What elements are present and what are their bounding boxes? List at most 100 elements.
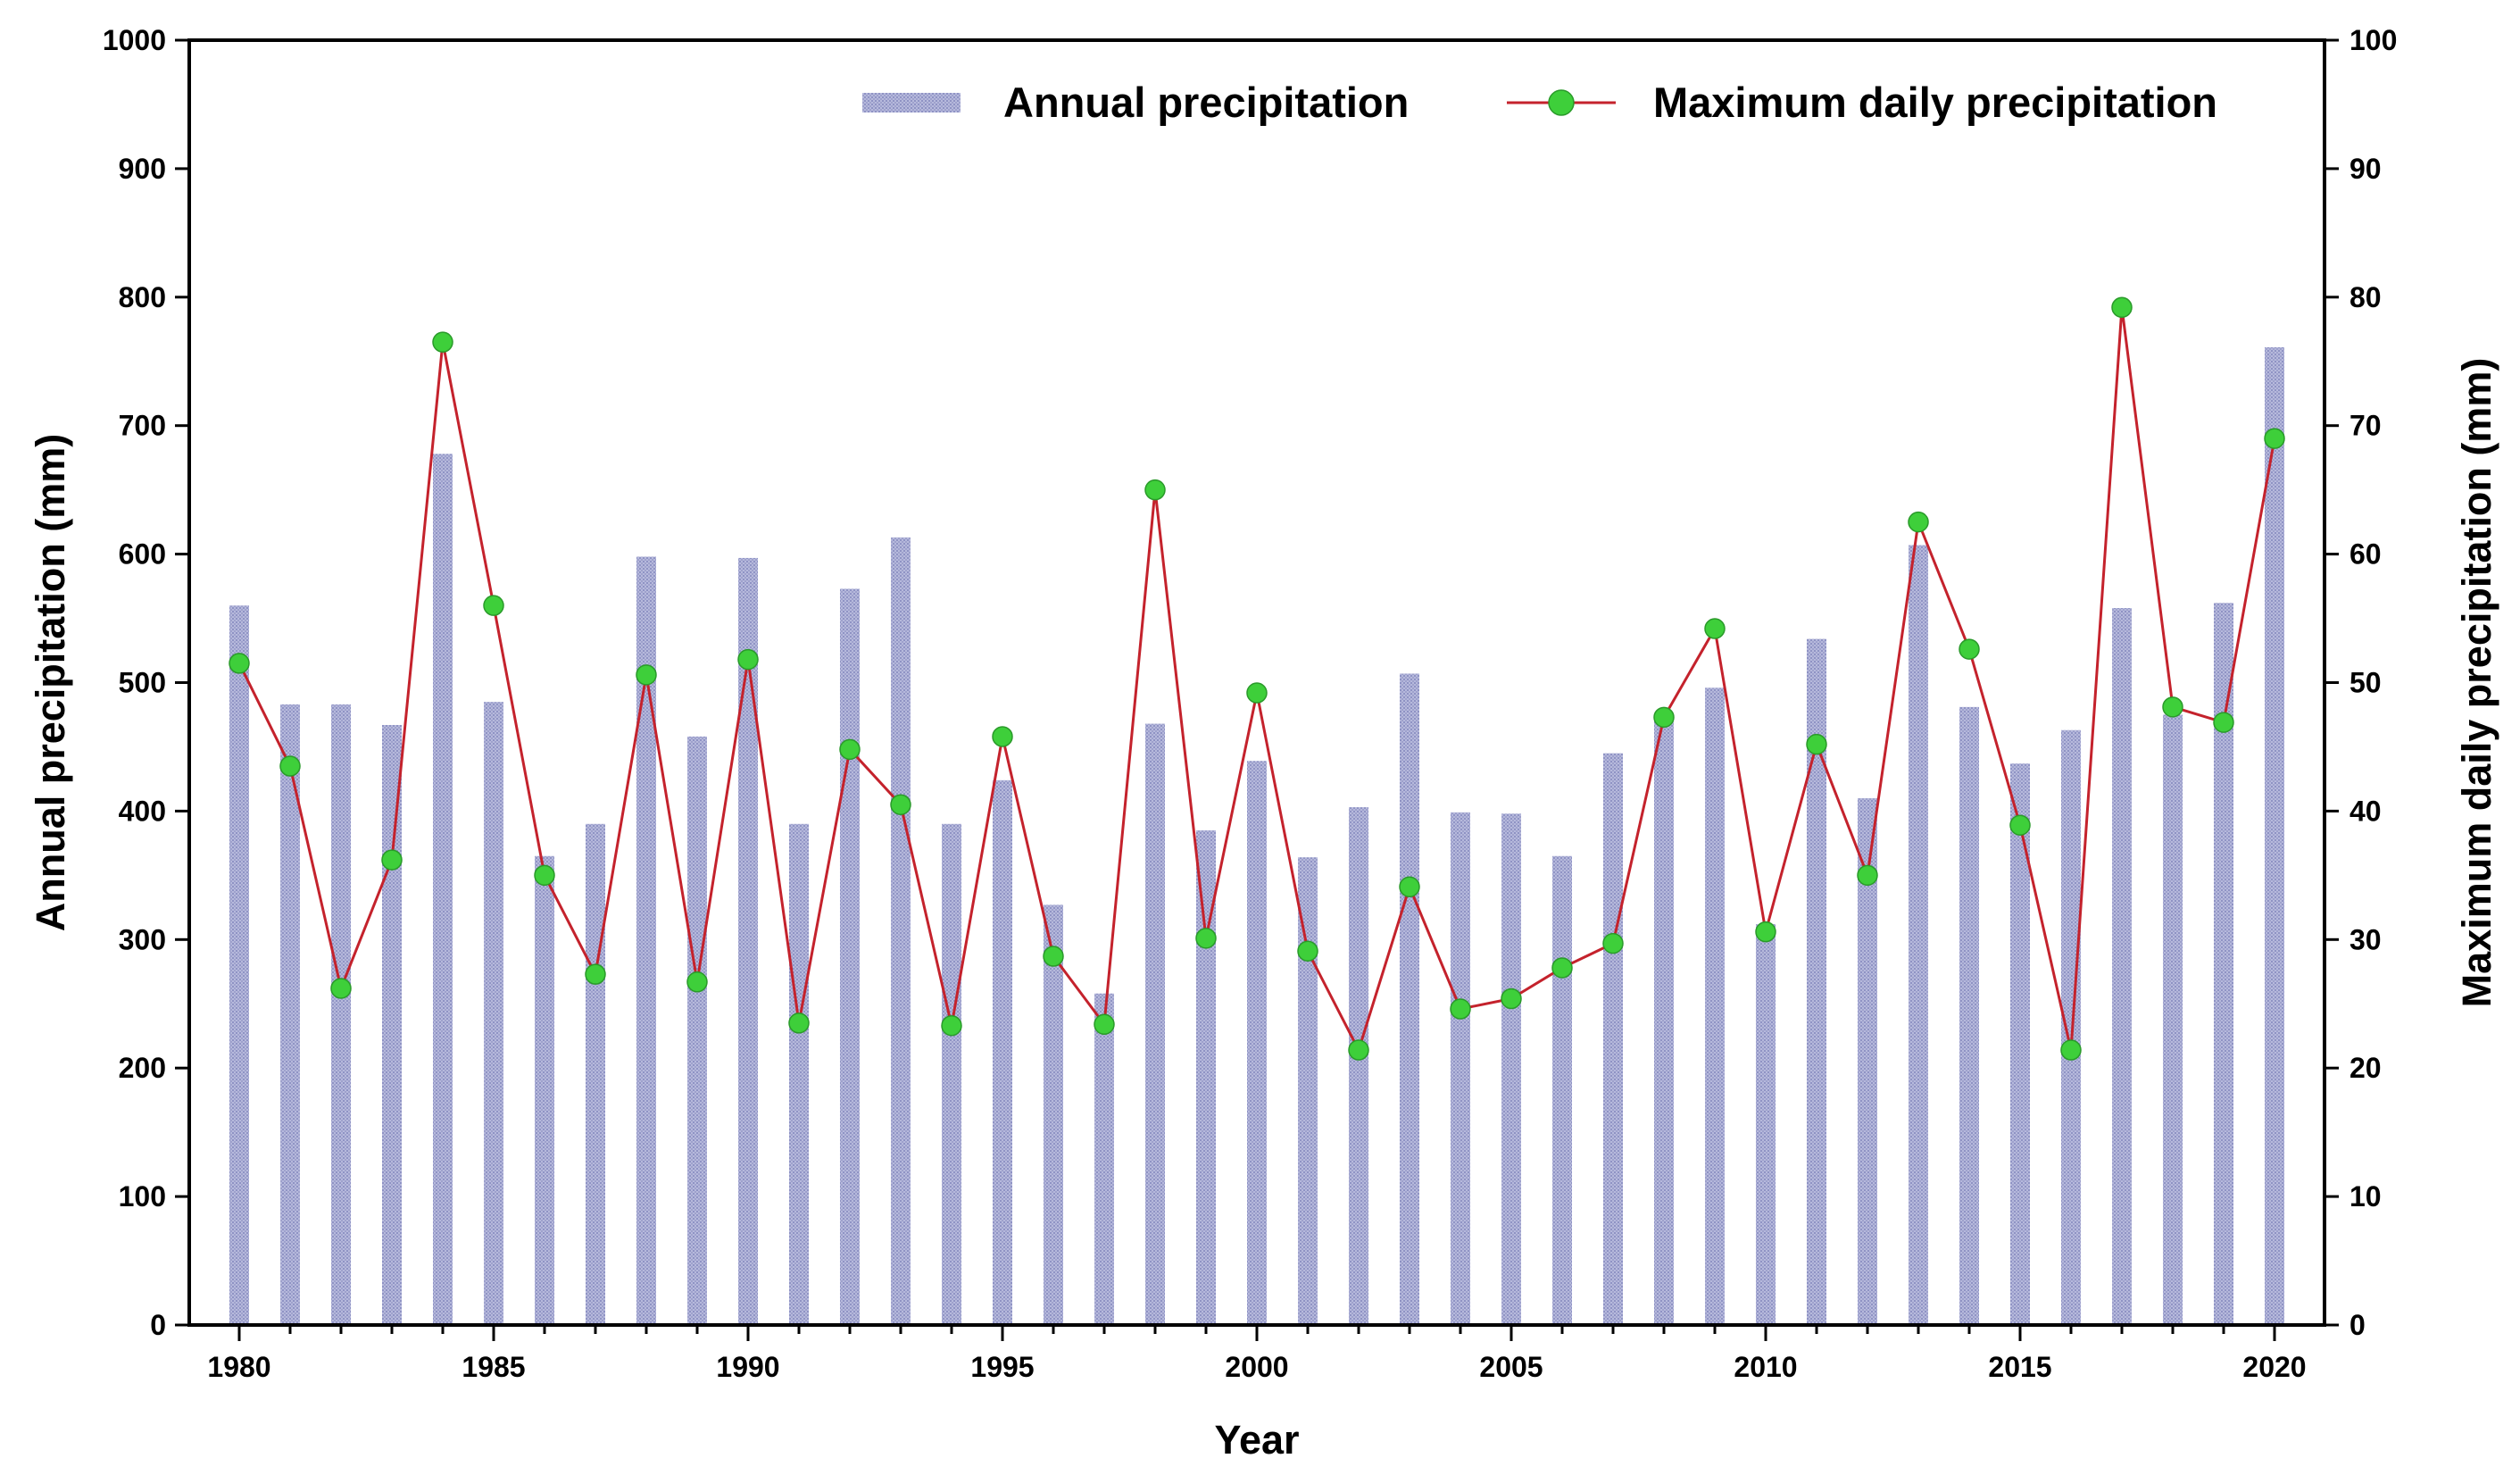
bar-1984 — [433, 454, 453, 1325]
bar-2004 — [1451, 812, 1470, 1325]
bar-1990 — [738, 557, 758, 1325]
point-2012 — [1857, 864, 1878, 887]
point-2003 — [1399, 876, 1420, 898]
point-2019 — [2213, 712, 2234, 733]
point-1998 — [1144, 479, 1166, 501]
bar-2002 — [1349, 807, 1368, 1325]
bar-2015 — [2010, 763, 2030, 1325]
y2-tick-label: 70 — [2350, 410, 2382, 442]
bar-2016 — [2061, 729, 2081, 1325]
point-1980 — [229, 653, 250, 674]
right-y-axis: 0 10 20 30 40 50 60 70 80 90 100 — [2325, 24, 2397, 1341]
point-1987 — [585, 963, 606, 985]
point-2016 — [2060, 1039, 2082, 1061]
bar-2000 — [1247, 761, 1267, 1325]
left-y-axis-title: Annual precipitation (mm) — [28, 434, 73, 932]
bar-2007 — [1603, 753, 1623, 1325]
bar-1993 — [891, 537, 911, 1325]
y2-tick-label: 90 — [2350, 153, 2382, 185]
y-tick-label: 600 — [119, 538, 166, 571]
y-tick-label: 800 — [119, 281, 166, 313]
point-2007 — [1602, 932, 1624, 954]
point-1984 — [432, 331, 453, 353]
bar-2008 — [1654, 721, 1674, 1325]
y-tick-label: 300 — [119, 923, 166, 955]
point-2014 — [1959, 638, 1980, 660]
bar-1987 — [586, 823, 605, 1325]
x-axis: 1980 1985 1990 1995 2000 2005 2010 2015 2020 — [207, 1325, 2307, 1383]
y-tick-label: 400 — [119, 795, 166, 827]
x-tick-label: 1980 — [207, 1351, 270, 1383]
x-tick-label: 2020 — [2242, 1351, 2306, 1383]
point-2011 — [1806, 733, 1827, 755]
point-2010 — [1755, 921, 1776, 943]
bar-1988 — [636, 556, 656, 1325]
point-2002 — [1348, 1039, 1369, 1061]
bar-2017 — [2112, 608, 2132, 1325]
point-1990 — [737, 648, 759, 671]
x-axis-title: Year — [1214, 1417, 1299, 1462]
bar-2020 — [2265, 346, 2284, 1325]
point-2020 — [2264, 428, 2285, 449]
y2-tick-label: 40 — [2350, 795, 2382, 827]
bar-1991 — [789, 823, 809, 1325]
point-1997 — [1094, 1013, 1115, 1036]
point-1991 — [788, 1012, 810, 1034]
y2-tick-label: 80 — [2350, 281, 2382, 313]
point-1985 — [483, 595, 504, 616]
legend: Annual precipitation Maximum daily preci… — [862, 79, 2217, 126]
x-tick-label: 2010 — [1734, 1351, 1797, 1383]
point-2015 — [2009, 814, 2031, 836]
point-1994 — [941, 1014, 962, 1037]
point-1999 — [1195, 928, 1217, 949]
point-2005 — [1501, 988, 1522, 1010]
point-1989 — [686, 971, 708, 993]
bar-2014 — [1959, 706, 1979, 1325]
bar-1999 — [1196, 829, 1216, 1325]
bar-1992 — [840, 588, 860, 1325]
bar-2001 — [1298, 857, 1318, 1325]
point-1986 — [534, 864, 555, 887]
bar-2003 — [1400, 673, 1419, 1325]
legend-label-max-daily-precipitation: Maximum daily precipitation — [1653, 79, 2217, 126]
point-1981 — [279, 755, 301, 777]
point-1988 — [636, 664, 657, 686]
bar-1985 — [484, 702, 503, 1325]
bar-1997 — [1094, 993, 1114, 1325]
bar-2005 — [1501, 813, 1521, 1325]
y2-tick-label: 20 — [2350, 1052, 2382, 1084]
point-2000 — [1246, 682, 1268, 704]
legend-label-annual-precipitation: Annual precipitation — [1003, 79, 1409, 126]
right-y-axis-title: Maximum daily precipitation (mm) — [2454, 358, 2499, 1008]
y-tick-label: 200 — [119, 1052, 166, 1084]
x-tick-label: 1985 — [462, 1351, 525, 1383]
legend-swatch-annual-precipitation — [862, 93, 961, 112]
bar-2012 — [1858, 798, 1877, 1325]
point-1996 — [1043, 946, 1064, 967]
bar-2013 — [1909, 545, 1928, 1325]
point-2009 — [1704, 618, 1726, 639]
y-tick-label: 100 — [119, 1180, 166, 1212]
bar-2009 — [1705, 688, 1725, 1325]
point-1992 — [839, 738, 861, 761]
point-1993 — [890, 794, 911, 815]
point-2004 — [1450, 998, 1471, 1020]
point-2018 — [2162, 696, 2183, 718]
y2-tick-label: 30 — [2350, 923, 2382, 955]
y2-tick-label: 100 — [2350, 24, 2397, 56]
y-tick-label: 900 — [119, 153, 166, 185]
max-daily-precipitation-series — [229, 296, 2285, 1061]
bar-2011 — [1807, 638, 1826, 1325]
y2-tick-label: 0 — [2350, 1309, 2366, 1341]
bar-1996 — [1044, 904, 1063, 1325]
point-2017 — [2111, 296, 2133, 319]
bar-2010 — [1756, 924, 1776, 1325]
bar-2018 — [2163, 714, 2183, 1325]
point-2013 — [1908, 511, 1929, 533]
bar-1994 — [942, 823, 961, 1325]
y-tick-label: 500 — [119, 667, 166, 699]
point-1995 — [992, 726, 1013, 747]
y-tick-label: 1000 — [103, 24, 166, 56]
bar-1986 — [535, 855, 554, 1325]
bar-1989 — [687, 736, 707, 1325]
